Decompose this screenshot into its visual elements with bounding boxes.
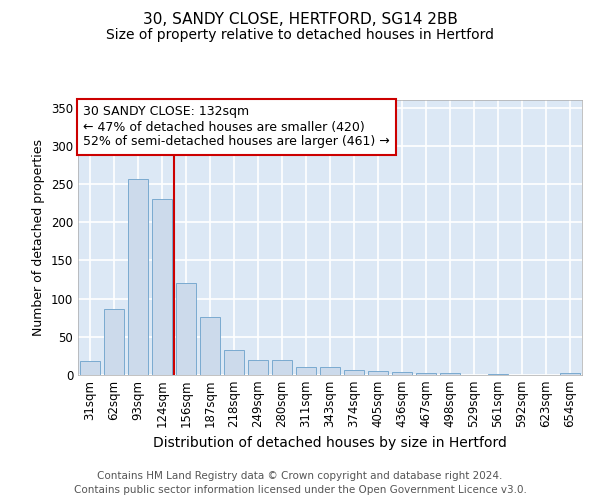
Bar: [128, 178, 148, 375]
Bar: [200, 317, 220, 375]
X-axis label: Distribution of detached houses by size in Hertford: Distribution of detached houses by size …: [153, 436, 507, 450]
Text: Contains HM Land Registry data © Crown copyright and database right 2024.
Contai: Contains HM Land Registry data © Crown c…: [74, 471, 526, 495]
Bar: [248, 360, 268, 375]
Bar: [368, 371, 388, 375]
Bar: [104, 310, 124, 375]
Text: 30 SANDY CLOSE: 132sqm
← 47% of detached houses are smaller (420)
52% of semi-de: 30 SANDY CLOSE: 132sqm ← 47% of detached…: [83, 106, 390, 148]
Bar: [272, 360, 292, 375]
Bar: [80, 361, 100, 375]
Bar: [392, 372, 412, 375]
Bar: [224, 350, 244, 375]
Bar: [344, 370, 364, 375]
Bar: [296, 368, 316, 375]
Bar: [176, 284, 196, 375]
Text: 30, SANDY CLOSE, HERTFORD, SG14 2BB: 30, SANDY CLOSE, HERTFORD, SG14 2BB: [143, 12, 457, 28]
Text: Size of property relative to detached houses in Hertford: Size of property relative to detached ho…: [106, 28, 494, 42]
Bar: [440, 372, 460, 375]
Bar: [488, 374, 508, 375]
Bar: [152, 200, 172, 375]
Bar: [320, 368, 340, 375]
Y-axis label: Number of detached properties: Number of detached properties: [32, 139, 46, 336]
Bar: [560, 372, 580, 375]
Bar: [416, 372, 436, 375]
